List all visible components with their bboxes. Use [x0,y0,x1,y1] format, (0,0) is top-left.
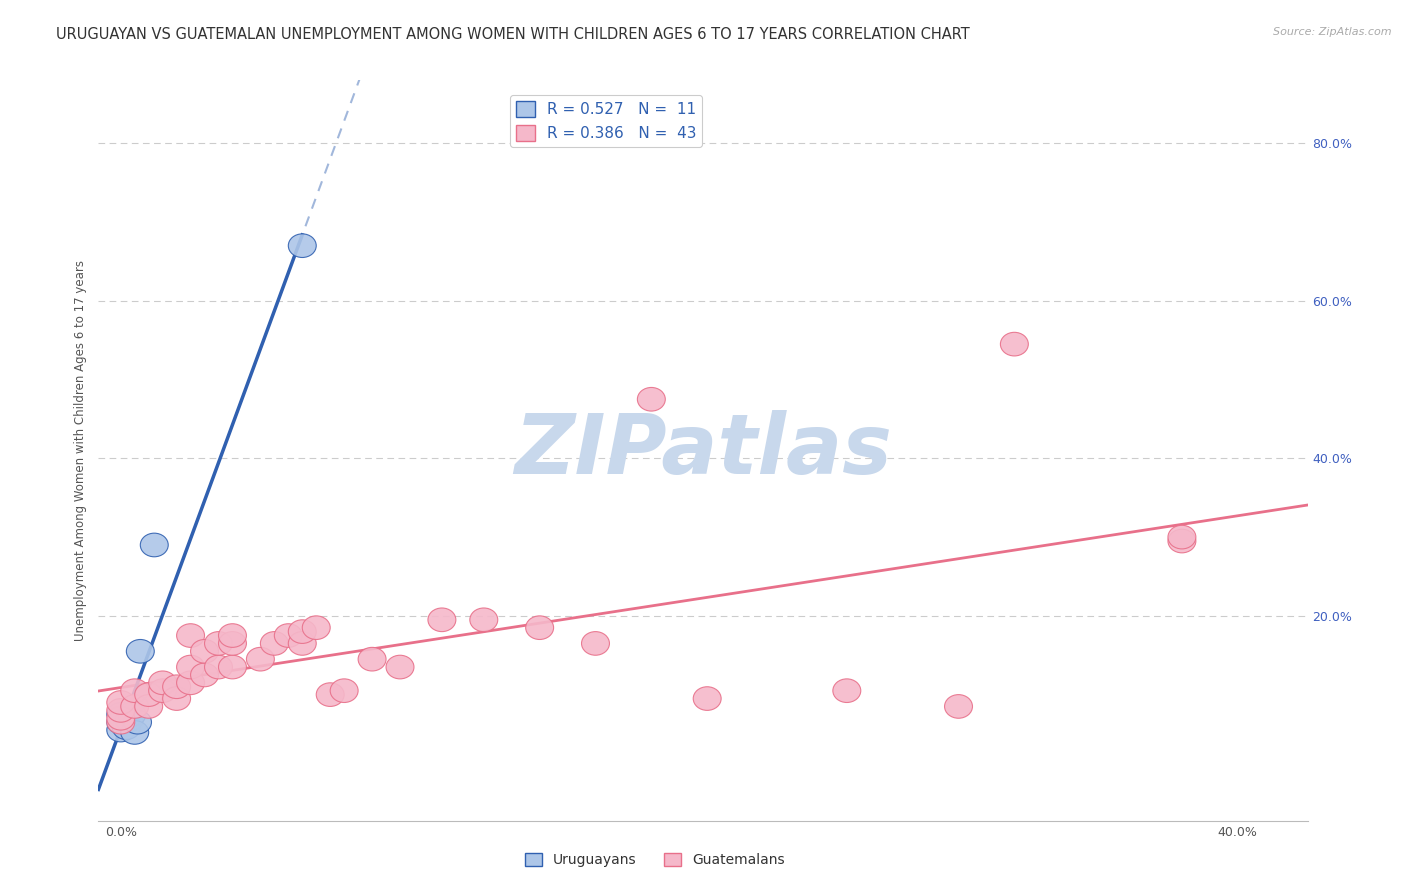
Ellipse shape [121,721,149,744]
Ellipse shape [107,710,135,734]
Ellipse shape [115,708,143,731]
Ellipse shape [288,234,316,258]
Ellipse shape [359,648,387,671]
Ellipse shape [260,632,288,656]
Ellipse shape [302,615,330,640]
Ellipse shape [135,682,163,706]
Ellipse shape [127,640,155,663]
Text: URUGUAYAN VS GUATEMALAN UNEMPLOYMENT AMONG WOMEN WITH CHILDREN AGES 6 TO 17 YEAR: URUGUAYAN VS GUATEMALAN UNEMPLOYMENT AMO… [56,27,970,42]
Ellipse shape [135,695,163,718]
Ellipse shape [149,671,177,695]
Ellipse shape [204,656,232,679]
Ellipse shape [246,648,274,671]
Ellipse shape [1001,333,1028,356]
Text: Source: ZipAtlas.com: Source: ZipAtlas.com [1274,27,1392,37]
Ellipse shape [330,679,359,703]
Ellipse shape [526,615,554,640]
Ellipse shape [177,671,204,695]
Ellipse shape [1168,525,1197,549]
Ellipse shape [107,690,135,714]
Ellipse shape [121,679,149,703]
Ellipse shape [107,710,135,734]
Ellipse shape [107,698,135,723]
Legend: Uruguayans, Guatemalans: Uruguayans, Guatemalans [519,847,790,873]
Ellipse shape [112,716,141,739]
Ellipse shape [832,679,860,703]
Ellipse shape [945,695,973,718]
Ellipse shape [107,703,135,726]
Ellipse shape [204,632,232,656]
Ellipse shape [427,608,456,632]
Ellipse shape [191,663,218,687]
Ellipse shape [218,632,246,656]
Y-axis label: Unemployment Among Women with Children Ages 6 to 17 years: Unemployment Among Women with Children A… [73,260,87,641]
Ellipse shape [218,656,246,679]
Ellipse shape [107,706,135,730]
Ellipse shape [693,687,721,710]
Ellipse shape [288,632,316,656]
Ellipse shape [149,679,177,703]
Ellipse shape [107,718,135,742]
Ellipse shape [288,620,316,643]
Ellipse shape [118,703,146,726]
Ellipse shape [124,710,152,734]
Ellipse shape [121,695,149,718]
Ellipse shape [218,624,246,648]
Ellipse shape [387,656,413,679]
Ellipse shape [191,640,218,663]
Ellipse shape [177,624,204,648]
Text: ZIPatlas: ZIPatlas [515,410,891,491]
Ellipse shape [582,632,609,656]
Ellipse shape [637,387,665,411]
Ellipse shape [1168,529,1197,553]
Ellipse shape [177,656,204,679]
Ellipse shape [141,533,169,557]
Ellipse shape [163,675,191,698]
Ellipse shape [163,687,191,710]
Ellipse shape [470,608,498,632]
Ellipse shape [316,682,344,706]
Ellipse shape [274,624,302,648]
